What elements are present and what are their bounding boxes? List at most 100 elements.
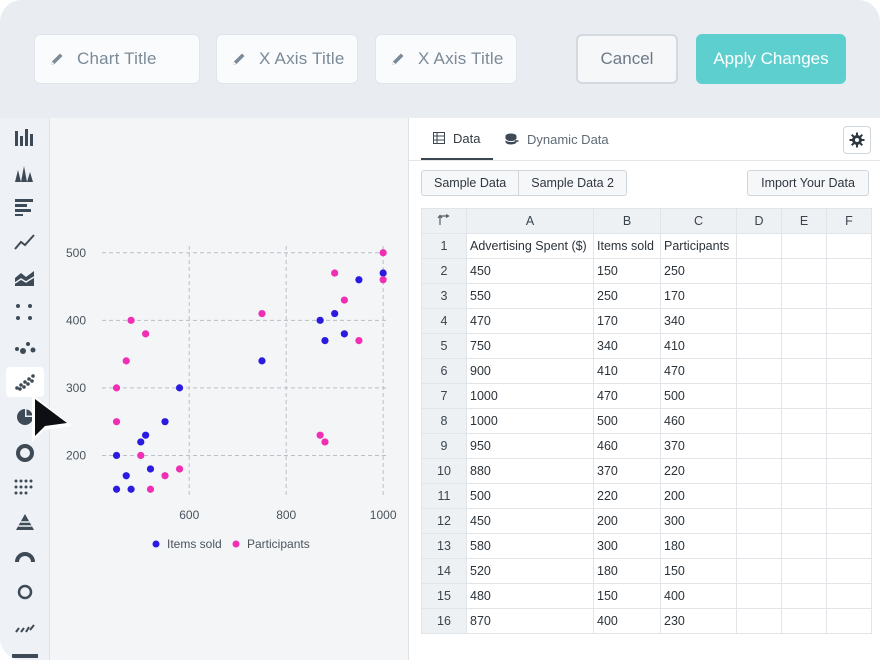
sparkline-icon[interactable]	[12, 616, 38, 638]
tab-dynamic-data[interactable]: Dynamic Data	[505, 118, 609, 160]
table-cell[interactable]: 450	[466, 508, 594, 534]
table-cell[interactable]: 500	[593, 408, 661, 434]
table-cell[interactable]	[781, 483, 827, 509]
sample-data-2-button[interactable]: Sample Data 2	[519, 170, 627, 196]
row-number[interactable]: 9	[421, 433, 467, 459]
row-number[interactable]: 15	[421, 583, 467, 609]
table-cell[interactable]: 470	[466, 308, 594, 334]
sample-data-button[interactable]: Sample Data	[421, 170, 520, 196]
bubble-chart-icon[interactable]	[12, 336, 38, 358]
row-number[interactable]: 3	[421, 283, 467, 309]
table-cell[interactable]: 230	[660, 608, 737, 634]
table-cell[interactable]: 750	[466, 333, 594, 359]
table-cell[interactable]: 900	[466, 358, 594, 384]
table-cell[interactable]: 370	[593, 458, 661, 484]
table-cell[interactable]	[781, 558, 827, 584]
table-cell[interactable]: 180	[660, 533, 737, 559]
donut-chart-icon[interactable]	[12, 442, 38, 464]
table-cell[interactable]	[736, 258, 782, 284]
row-number[interactable]: 13	[421, 533, 467, 559]
table-cell[interactable]	[826, 233, 872, 259]
apply-changes-button[interactable]: Apply Changes	[696, 34, 846, 84]
horizontal-bar-icon[interactable]	[12, 196, 38, 218]
table-cell[interactable]	[826, 583, 872, 609]
x-axis-title-field[interactable]: X Axis Title	[216, 34, 358, 84]
table-cell[interactable]	[736, 583, 782, 609]
table-cell[interactable]	[736, 308, 782, 334]
table-cell[interactable]	[826, 408, 872, 434]
table-cell[interactable]	[736, 383, 782, 409]
dot-plot-icon[interactable]	[12, 301, 38, 323]
row-number[interactable]: 2	[421, 258, 467, 284]
table-cell[interactable]	[736, 483, 782, 509]
table-cell[interactable]: 1000	[466, 408, 594, 434]
pyramid-chart-icon[interactable]	[12, 511, 38, 533]
table-cell[interactable]	[826, 358, 872, 384]
table-cell[interactable]: 1000	[466, 383, 594, 409]
table-cell[interactable]	[781, 433, 827, 459]
row-number[interactable]: 12	[421, 508, 467, 534]
table-cell[interactable]	[736, 508, 782, 534]
histogram-icon[interactable]	[12, 162, 38, 184]
row-number[interactable]: 5	[421, 333, 467, 359]
circle-chart-icon[interactable]	[12, 581, 38, 603]
table-cell[interactable]	[781, 608, 827, 634]
tab-data[interactable]: Data	[421, 118, 493, 160]
table-cell[interactable]: 520	[466, 558, 594, 584]
table-cell[interactable]	[781, 283, 827, 309]
table-cell[interactable]: 300	[593, 533, 661, 559]
table-cell[interactable]	[736, 283, 782, 309]
table-cell[interactable]: 460	[593, 433, 661, 459]
table-cell[interactable]: Advertising Spent ($)	[466, 233, 594, 259]
table-cell[interactable]: Participants	[660, 233, 737, 259]
table-cell[interactable]	[736, 608, 782, 634]
table-cell[interactable]: 400	[660, 583, 737, 609]
table-cell[interactable]: 410	[660, 333, 737, 359]
table-cell[interactable]	[736, 458, 782, 484]
table-cell[interactable]: 180	[593, 558, 661, 584]
cancel-button[interactable]: Cancel	[576, 34, 678, 84]
table-cell[interactable]: 550	[466, 283, 594, 309]
table-cell[interactable]: 410	[593, 358, 661, 384]
table-cell[interactable]	[826, 333, 872, 359]
y-axis-title-field[interactable]: X Axis Title	[375, 34, 517, 84]
bar-chart-icon[interactable]	[12, 126, 38, 148]
table-cell[interactable]	[736, 433, 782, 459]
table-cell[interactable]: 150	[660, 558, 737, 584]
table-cell[interactable]: 340	[593, 333, 661, 359]
column-header[interactable]: B	[593, 208, 661, 234]
row-number[interactable]: 11	[421, 483, 467, 509]
table-cell[interactable]: 500	[466, 483, 594, 509]
table-cell[interactable]: 460	[660, 408, 737, 434]
table-cell[interactable]: 870	[466, 608, 594, 634]
table-cell[interactable]	[826, 458, 872, 484]
table-cell[interactable]	[781, 458, 827, 484]
scatter-chart-icon[interactable]	[6, 367, 44, 397]
table-cell[interactable]	[826, 608, 872, 634]
table-cell[interactable]: 450	[466, 258, 594, 284]
row-number[interactable]: 10	[421, 458, 467, 484]
table-cell[interactable]: 300	[660, 508, 737, 534]
table-cell[interactable]	[826, 283, 872, 309]
table-cell[interactable]	[781, 383, 827, 409]
table-cell[interactable]	[826, 558, 872, 584]
dot-matrix-icon[interactable]	[12, 476, 38, 498]
table-cell[interactable]	[826, 508, 872, 534]
table-cell[interactable]	[781, 408, 827, 434]
table-cell[interactable]: 470	[593, 383, 661, 409]
line-chart-icon[interactable]	[12, 231, 38, 253]
table-cell[interactable]: 950	[466, 433, 594, 459]
table-cell[interactable]: 250	[593, 283, 661, 309]
table-cell[interactable]: 150	[593, 583, 661, 609]
table-cell[interactable]	[781, 258, 827, 284]
row-number[interactable]: 6	[421, 358, 467, 384]
pie-chart-icon[interactable]	[12, 406, 38, 428]
table-cell[interactable]: 400	[593, 608, 661, 634]
table-cell[interactable]	[781, 583, 827, 609]
swap-axes-corner[interactable]	[421, 208, 467, 234]
row-number[interactable]: 1	[421, 233, 467, 259]
column-header[interactable]: C	[660, 208, 737, 234]
table-cell[interactable]	[781, 358, 827, 384]
table-cell[interactable]	[826, 533, 872, 559]
table-cell[interactable]: 340	[660, 308, 737, 334]
